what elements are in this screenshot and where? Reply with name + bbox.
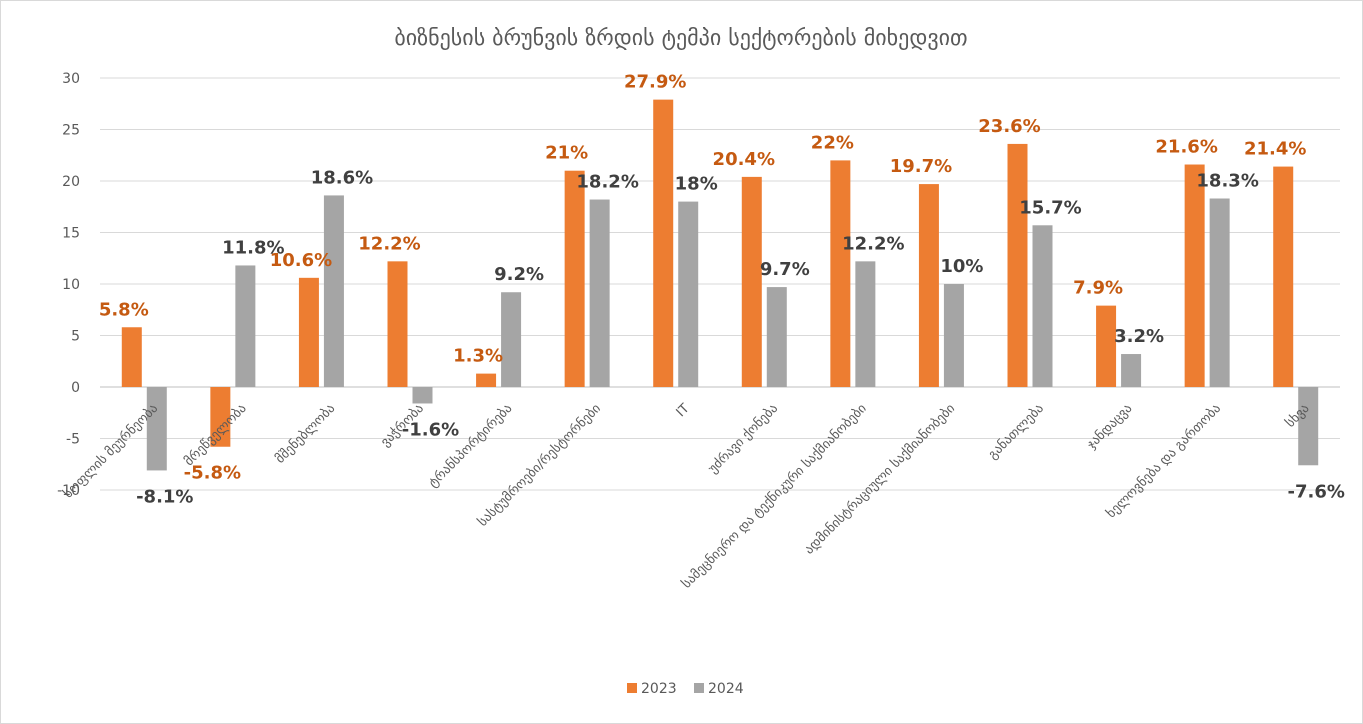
bar-2024 (412, 387, 433, 404)
data-label-2024: 18.3% (1196, 171, 1258, 192)
bar-2024 (766, 287, 787, 387)
x-category-label: ადმინისტრაციული საქმიანობები (802, 401, 959, 558)
y-tick-label: -10 (57, 483, 80, 499)
data-label-2023: 5.8% (99, 299, 149, 320)
bar-2023 (476, 373, 497, 387)
legend-label-2024: 2024 (708, 681, 744, 697)
y-tick-label: 30 (62, 71, 80, 87)
bar-2023 (1184, 164, 1205, 387)
data-label-2024: 3.2% (1114, 326, 1164, 347)
bar-2024 (146, 387, 167, 471)
data-label-2023: 1.3% (453, 346, 503, 367)
data-label-2024: 11.8% (222, 237, 284, 258)
data-label-2023: 7.9% (1073, 278, 1123, 299)
data-label-2023: 27.9% (624, 72, 686, 93)
bar-2024 (323, 195, 344, 387)
x-category-label: IT (674, 401, 693, 420)
data-labels: 5.8% -5.8% 10.6% 12.2% 1.3% 21% 27.9% 20.4% 22% 1… (99, 72, 1345, 508)
data-label-2024: -1.6% (402, 419, 459, 440)
legend: 2023 2024 (627, 681, 744, 697)
bar-2024 (943, 284, 964, 387)
data-label-2023: 10.6% (270, 250, 332, 271)
bar-2023 (564, 170, 585, 387)
y-axis: 30 25 20 15 10 5 0 -5 -10 (57, 71, 80, 499)
bar-2023 (210, 387, 231, 447)
legend-swatch-2023 (627, 683, 637, 693)
chart-title: ბიზნესის ბრუნვის ზრდის ტემპი სექტორების … (394, 26, 967, 51)
bar-2024 (1209, 198, 1230, 387)
bar-2023 (1007, 143, 1028, 387)
bar-2023 (1273, 166, 1294, 387)
bar-2024 (678, 201, 699, 387)
bar-2023 (1096, 305, 1117, 387)
data-label-2024: 9.7% (760, 259, 810, 280)
bar-2024 (235, 265, 256, 387)
bar-2024 (855, 261, 876, 387)
bar-2023 (741, 176, 762, 387)
bar-2023 (653, 99, 674, 387)
data-label-2023: 20.4% (713, 149, 775, 170)
data-label-2023: -5.8% (184, 463, 241, 484)
bar-2024 (501, 292, 522, 387)
y-tick-label: 20 (62, 174, 80, 190)
x-category-label: განათლება (985, 401, 1046, 462)
bar-2024 (589, 199, 610, 387)
y-tick-label: 10 (62, 277, 80, 293)
bar-2024 (1298, 387, 1319, 466)
y-tick-label: 0 (71, 380, 80, 396)
data-label-2023: 12.2% (358, 233, 420, 254)
gridlines (100, 77, 1340, 491)
bar-2023 (387, 261, 408, 387)
bar-2023 (918, 184, 939, 387)
bar-2024 (1121, 354, 1142, 387)
bar-2023 (298, 277, 319, 387)
data-label-2023: 21.6% (1155, 137, 1217, 158)
x-category-label: ჯანდაცვა (1084, 401, 1135, 452)
data-label-2023: 22% (811, 132, 854, 153)
y-tick-label: 5 (71, 329, 80, 345)
data-label-2024: 10% (940, 256, 983, 277)
data-label-2024: 18% (675, 174, 718, 195)
y-tick-label: 25 (62, 123, 80, 139)
x-axis: სოფლის მეურნეობა მრეწველობა მშენებლობა ვაჭრ… (61, 401, 1313, 592)
data-label-2023: 19.7% (890, 156, 952, 177)
x-category-label: ტრანსპორტირება (426, 401, 516, 491)
bar-2023 (830, 160, 851, 387)
data-label-2023: 21.4% (1244, 139, 1306, 160)
x-category-label: სამეცნიერო და ტექნიკური საქმიანობები (679, 401, 870, 592)
bar-2024 (1032, 225, 1053, 387)
y-tick-label: 15 (62, 226, 80, 242)
bars (121, 99, 1319, 471)
data-label-2023: 21% (545, 143, 588, 164)
bar-2023 (121, 327, 142, 387)
legend-label-2023: 2023 (641, 681, 677, 697)
data-label-2024: 15.7% (1019, 197, 1081, 218)
x-category-label: მშენებლობა (273, 401, 339, 467)
data-label-2024: 18.2% (576, 172, 638, 193)
legend-swatch-2024 (694, 683, 704, 693)
data-label-2024: 18.6% (311, 167, 373, 188)
data-label-2024: 12.2% (842, 233, 904, 254)
data-label-2024: -8.1% (136, 486, 193, 507)
y-tick-label: -5 (66, 432, 80, 448)
data-label-2023: 23.6% (978, 116, 1040, 137)
data-label-2024: -7.6% (1288, 481, 1345, 502)
data-label-2024: 9.2% (494, 264, 544, 285)
